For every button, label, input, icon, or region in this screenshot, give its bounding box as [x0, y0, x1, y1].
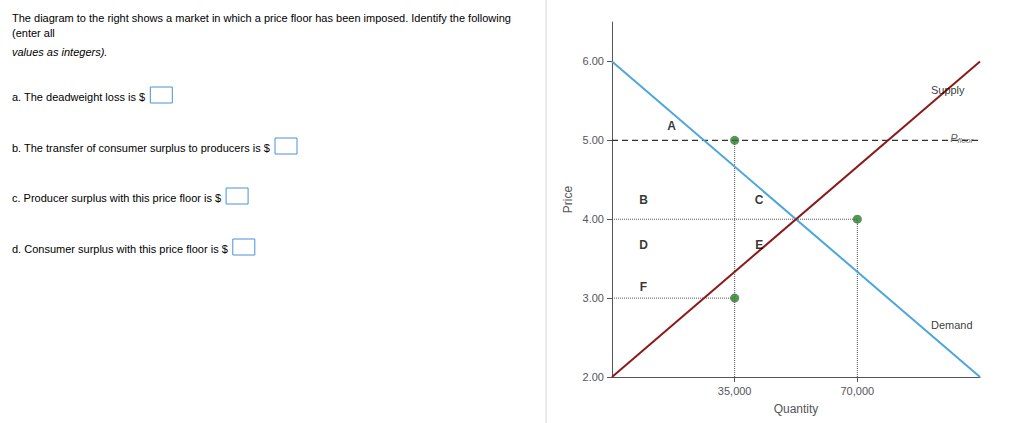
- svg-text:Price: Price: [561, 186, 575, 214]
- svg-text:F: F: [640, 280, 647, 294]
- svg-text:E: E: [755, 238, 763, 252]
- svg-text:a. The deadweight loss is $: a. The deadweight loss is $: [12, 91, 145, 103]
- svg-text:values as integers).: values as integers).: [12, 46, 107, 58]
- svg-text:2.00: 2.00: [583, 371, 604, 383]
- svg-text:floor: floor: [958, 136, 974, 145]
- svg-text:(enter all: (enter all: [12, 27, 55, 39]
- svg-text:35,000: 35,000: [718, 385, 752, 397]
- svg-text:d. Consumer surplus with this: d. Consumer surplus with this price floo…: [12, 243, 228, 255]
- svg-text:4.00: 4.00: [583, 213, 604, 225]
- svg-text:A: A: [667, 119, 676, 133]
- svg-text:70,000: 70,000: [841, 385, 875, 397]
- svg-text:6.00: 6.00: [583, 55, 604, 67]
- svg-text:D: D: [639, 238, 648, 252]
- svg-text:C: C: [755, 193, 764, 207]
- svg-text:B: B: [639, 193, 648, 207]
- svg-text:The diagram to the right shows: The diagram to the right shows a market …: [12, 12, 514, 24]
- svg-text:Quantity: Quantity: [774, 402, 819, 416]
- svg-text:Demand: Demand: [931, 319, 973, 331]
- svg-text:P: P: [950, 132, 958, 144]
- svg-text:5.00: 5.00: [583, 134, 604, 146]
- svg-text:Supply: Supply: [931, 84, 965, 96]
- svg-text:c. Producer surplus with this: c. Producer surplus with this price floo…: [12, 192, 221, 204]
- svg-text:b. The transfer of consumer su: b. The transfer of consumer surplus to p…: [12, 142, 270, 154]
- svg-text:3.00: 3.00: [583, 292, 604, 304]
